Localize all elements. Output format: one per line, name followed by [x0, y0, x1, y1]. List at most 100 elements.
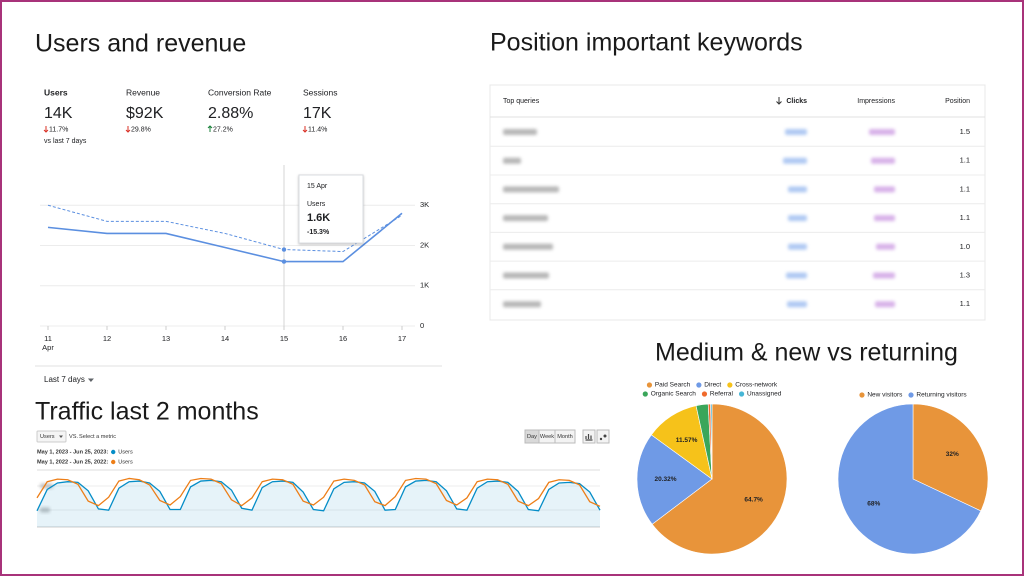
legend-label: Cross-network	[735, 382, 778, 389]
granularity-label[interactable]: Day	[527, 434, 537, 440]
legend-label: Paid Search	[655, 382, 691, 389]
tooltip	[298, 174, 364, 244]
position-cell: 1.1	[960, 184, 970, 193]
section-title: Medium & new vs returning	[655, 339, 958, 367]
legend-swatch	[111, 449, 116, 455]
pie-slice	[651, 403, 788, 555]
section-title: Users and revenue	[35, 30, 246, 58]
column-header: Position	[945, 98, 970, 105]
tooltip-date: 15 Apr	[307, 183, 328, 190]
blurred-text	[786, 272, 807, 279]
x-tick-label: 17	[398, 334, 406, 343]
blurred-text	[875, 301, 895, 308]
blurred-text	[503, 301, 541, 308]
blurred-text	[503, 272, 549, 279]
slice-label: 64.7%	[744, 496, 763, 503]
legend-swatch	[111, 459, 116, 465]
slice-label: 32%	[946, 451, 959, 458]
blurred-text	[503, 129, 537, 135]
legend-label: Unassigned	[747, 391, 782, 398]
series-line	[47, 204, 403, 253]
metric-change: 27.2%	[213, 126, 233, 133]
y-tick-label: 3K	[420, 200, 429, 209]
legend-metric: Users	[118, 449, 133, 455]
legend-swatch	[738, 391, 745, 397]
slice-label: 20.32%	[654, 476, 676, 483]
section-title: Position important keywords	[490, 29, 803, 57]
blurred-text	[503, 186, 559, 193]
blurred-text	[787, 301, 807, 308]
slice-label: 11.57%	[676, 437, 698, 444]
metric-value: 14K	[44, 105, 73, 122]
change-arrow	[43, 126, 49, 133]
metric-label: Users	[44, 87, 68, 97]
granularity-label[interactable]: Week	[540, 434, 554, 440]
legend-swatch	[701, 391, 708, 397]
metric-note: vs last 7 days	[44, 138, 87, 145]
legend-swatch	[642, 391, 648, 397]
y-tick-label: 0	[420, 321, 424, 330]
metric-change: 29.8%	[131, 126, 151, 133]
x-tick-label: 15	[280, 334, 288, 343]
change-arrow	[207, 125, 213, 132]
x-tick-label: 13	[162, 334, 170, 343]
blurred-text	[788, 215, 807, 222]
legend-swatch	[859, 392, 865, 398]
sort-icon	[776, 97, 782, 105]
granularity-button[interactable]	[554, 429, 576, 444]
blurred-text	[503, 215, 548, 222]
tooltip-value: 1.6K	[307, 212, 330, 224]
legend-label: New visitors	[867, 392, 903, 399]
metric-value: 17K	[303, 105, 332, 122]
tooltip-change: -15.3%	[307, 229, 330, 236]
position-cell: 1.1	[960, 156, 970, 165]
metric-selector[interactable]	[36, 430, 67, 443]
pie-slice	[636, 434, 713, 525]
range-selector[interactable]: Last 7 days	[44, 375, 85, 384]
chart-icon	[585, 434, 593, 441]
position-cell: 1.0	[960, 242, 970, 251]
series-area	[37, 480, 600, 527]
legend-swatch	[696, 382, 702, 388]
table-card	[489, 84, 986, 321]
metric-value: 2.88%	[208, 105, 253, 122]
x-tick-label: 11	[44, 334, 52, 343]
pie-slice	[837, 403, 982, 555]
compare-selector[interactable]: Select a metric	[79, 434, 116, 440]
blurred-text	[788, 243, 807, 250]
metric-label: Conversion Rate	[208, 87, 272, 97]
x-month-label: Apr	[42, 343, 54, 352]
position-cell: 1.5	[960, 127, 970, 136]
dropdown-icon	[87, 378, 94, 382]
column-header: Top queries	[503, 98, 540, 105]
blurred-text	[40, 507, 50, 513]
section-title: Traffic last 2 months	[35, 398, 259, 426]
blurred-text	[873, 272, 895, 279]
legend-swatch	[727, 382, 733, 388]
column-header: Impressions	[857, 98, 895, 105]
change-arrow	[125, 126, 131, 133]
blurred-text	[876, 243, 895, 250]
pie-slice	[710, 403, 713, 480]
legend-label: May 1, 2023 - Jun 25, 2023:	[37, 449, 108, 455]
legend-metric: Users	[118, 459, 133, 465]
hover-point	[281, 247, 287, 252]
legend-label: Returning visitors	[916, 392, 967, 399]
y-tick-label: 2K	[420, 240, 429, 249]
legend-swatch	[646, 382, 653, 388]
column-header: Clicks	[786, 98, 807, 105]
metric-change: 11.4%	[308, 126, 327, 133]
legend-label: Direct	[704, 382, 721, 389]
hover-point	[281, 259, 287, 264]
chart-type-button[interactable]	[596, 429, 610, 444]
blurred-text	[874, 186, 895, 193]
granularity-label[interactable]: Month	[557, 434, 573, 440]
y-tick-label: 1K	[420, 281, 429, 290]
pie-slice	[912, 403, 989, 512]
x-tick-label: 16	[339, 334, 347, 343]
change-arrow	[302, 126, 308, 133]
metric-change: 11.7%	[49, 126, 68, 133]
blurred-text	[785, 129, 807, 135]
slice-label: 68%	[867, 501, 880, 508]
